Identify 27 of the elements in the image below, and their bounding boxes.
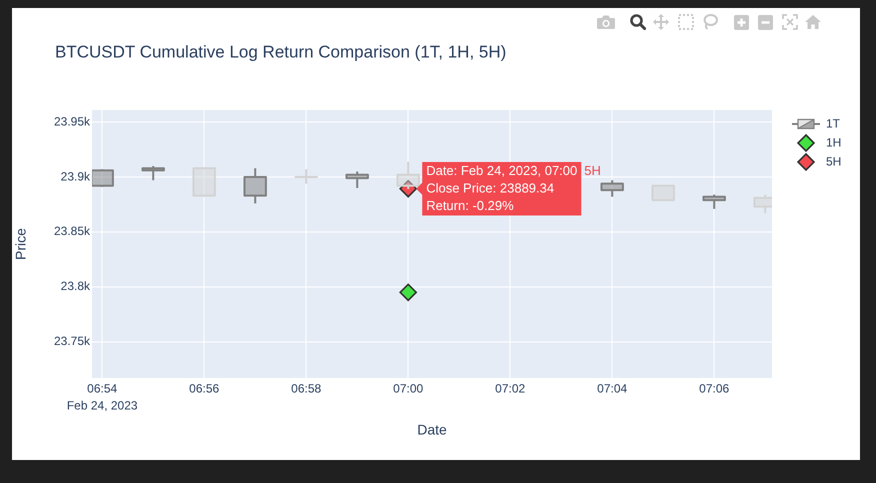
candlestick (345, 170, 369, 189)
candlestick (243, 167, 267, 204)
annotation: Date: Feb 24, 2023, 07:00 Close Price: 23889.34 Return: -0.29% (426, 162, 578, 213)
x-tick-label: 06:54 Feb 24, 2023 (66, 382, 138, 413)
x-axis-title: Date (417, 421, 447, 438)
candlestick (702, 194, 726, 210)
candlestick (192, 167, 216, 198)
y-tick-label: 23.9k (60, 169, 91, 184)
legend-label: 1H (826, 135, 842, 150)
x-tick-label: 06:56 (189, 382, 220, 396)
legend-label: 1T (826, 116, 841, 130)
y-tick-label: 23.75k (54, 334, 91, 348)
y-tick-label: 23.8k (60, 279, 91, 294)
x-tick-label: 07:02 (495, 382, 526, 396)
y-tick-label: 23.95k (54, 114, 91, 128)
x-tick-label: 06:58 (291, 382, 322, 396)
candlestick (294, 168, 318, 185)
candlestick (600, 179, 624, 198)
x-tick-label: 07:06 (699, 382, 730, 396)
y-tick-label: 23.85k (54, 224, 91, 238)
y-axis-title: Price (12, 228, 28, 260)
candlestick (141, 165, 165, 182)
x-tick-label: 07:04 (597, 382, 628, 396)
text: 5H (584, 162, 601, 178)
x-tick-label: 07:00 (393, 382, 424, 396)
legend-label: 5H (826, 154, 842, 168)
chart-title: BTCUSDT Cumulative Log Return Comparison (1T, 1H, 5H) (55, 42, 506, 62)
